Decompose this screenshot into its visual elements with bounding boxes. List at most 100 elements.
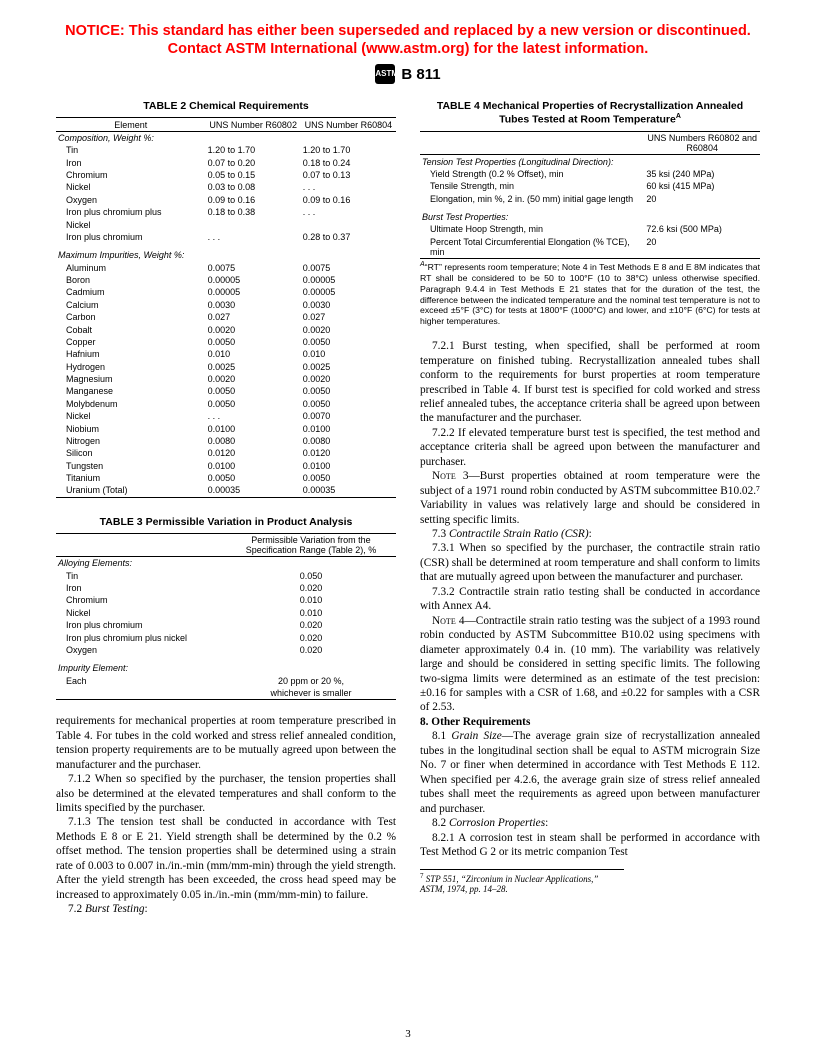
table-cell: 0.03 to 0.08 bbox=[206, 181, 301, 193]
table-cell: 0.0075 bbox=[301, 262, 396, 274]
table-row: whichever is smaller bbox=[56, 687, 396, 700]
table-cell: 20 bbox=[644, 236, 760, 259]
table4-header-blank bbox=[420, 132, 644, 155]
para-731: 7.3.1 When so specified by the purchaser… bbox=[420, 541, 760, 584]
table-cell: Hydrogen bbox=[56, 361, 206, 373]
table-cell bbox=[301, 131, 396, 144]
table-cell bbox=[56, 687, 226, 700]
table-row: Cadmium0.000050.00005 bbox=[56, 286, 396, 298]
table-row: Nickel bbox=[56, 218, 396, 230]
table-cell: 0.0020 bbox=[206, 373, 301, 385]
table-cell: 0.0020 bbox=[301, 373, 396, 385]
table-cell: Iron plus chromium bbox=[56, 619, 226, 631]
table-cell: 0.00035 bbox=[301, 484, 396, 497]
table-cell: Iron bbox=[56, 582, 226, 594]
table-cell: 0.09 to 0.16 bbox=[301, 194, 396, 206]
table-row: Iron0.07 to 0.200.18 to 0.24 bbox=[56, 157, 396, 169]
table-cell: 35 ksi (240 MPa) bbox=[644, 168, 760, 180]
table-cell bbox=[226, 557, 396, 570]
table-cell: 1.20 to 1.70 bbox=[206, 144, 301, 156]
table-cell: 0.00005 bbox=[206, 286, 301, 298]
table-cell: 0.0100 bbox=[301, 460, 396, 472]
page-number: 3 bbox=[0, 1028, 816, 1040]
table-cell: 0.010 bbox=[226, 594, 396, 606]
table-cell: Calcium bbox=[56, 299, 206, 311]
table-row: Oxygen0.09 to 0.160.09 to 0.16 bbox=[56, 194, 396, 206]
table2-header-element: Element bbox=[56, 118, 206, 131]
notice-line1: NOTICE: This standard has either been su… bbox=[65, 23, 751, 39]
para-81-num: 8.1 bbox=[432, 730, 451, 742]
table4-title-sup: A bbox=[676, 113, 681, 120]
table-cell: Tungsten bbox=[56, 460, 206, 472]
para-81: 8.1 Grain Size—The average grain size of… bbox=[420, 729, 760, 816]
table-cell: Boron bbox=[56, 274, 206, 286]
table-cell: Oxygen bbox=[56, 194, 206, 206]
table-cell: 0.0025 bbox=[301, 361, 396, 373]
table-cell: 0.00035 bbox=[206, 484, 301, 497]
table-cell: 72.6 ksi (500 MPa) bbox=[644, 223, 760, 235]
table-cell: Cobalt bbox=[56, 323, 206, 335]
table-cell: 0.0100 bbox=[206, 422, 301, 434]
table-cell bbox=[206, 131, 301, 144]
table-cell: 0.09 to 0.16 bbox=[206, 194, 301, 206]
table-row: Boron0.000050.00005 bbox=[56, 274, 396, 286]
table-row: Oxygen0.020 bbox=[56, 644, 396, 656]
table-cell: 0.07 to 0.20 bbox=[206, 157, 301, 169]
table-cell: 0.0030 bbox=[301, 299, 396, 311]
note-3: Note 3—Burst properties obtained at room… bbox=[420, 469, 760, 527]
table-cell bbox=[301, 249, 396, 261]
table-cell: 0.020 bbox=[226, 644, 396, 656]
table-cell: 0.0050 bbox=[206, 385, 301, 397]
table-row: Aluminum0.00750.0075 bbox=[56, 262, 396, 274]
table-cell: 0.0020 bbox=[301, 323, 396, 335]
table-row: Alloying Elements: bbox=[56, 557, 396, 570]
table-cell: 0.00005 bbox=[206, 274, 301, 286]
table-cell: 0.0070 bbox=[301, 410, 396, 422]
table-row: Nickel0.03 to 0.08. . . bbox=[56, 181, 396, 193]
table-row: Copper0.00500.0050 bbox=[56, 336, 396, 348]
table-row: Iron plus chromium. . .0.28 to 0.37 bbox=[56, 231, 396, 243]
table-cell: 0.0080 bbox=[301, 435, 396, 447]
table-row: Molybdenum0.00500.0050 bbox=[56, 398, 396, 410]
table-cell: 0.05 to 0.15 bbox=[206, 169, 301, 181]
table4-footnote: A“RT” represents room temperature; Note … bbox=[420, 261, 760, 327]
table-cell: Nickel bbox=[56, 410, 206, 422]
table-cell: Composition, Weight %: bbox=[56, 131, 206, 144]
para-72-colon: : bbox=[145, 903, 148, 915]
table-cell bbox=[206, 218, 301, 230]
para-73: 7.3 Contractile Strain Ratio (CSR): bbox=[420, 527, 760, 541]
table4: UNS Numbers R60802 and R60804 Tension Te… bbox=[420, 131, 760, 259]
table-cell: 0.0050 bbox=[206, 336, 301, 348]
table-row: Burst Test Properties: bbox=[420, 211, 760, 223]
table-row: Iron0.020 bbox=[56, 582, 396, 594]
table2-header-col3: UNS Number R60804 bbox=[301, 118, 396, 131]
table-row: Silicon0.01200.0120 bbox=[56, 447, 396, 459]
table-row: Carbon0.0270.027 bbox=[56, 311, 396, 323]
table-cell: 0.0025 bbox=[206, 361, 301, 373]
table-cell: 0.0075 bbox=[206, 262, 301, 274]
table-cell: Nickel bbox=[56, 181, 206, 193]
notice-banner: NOTICE: This standard has either been su… bbox=[56, 22, 760, 58]
table-cell bbox=[644, 211, 760, 223]
table-cell: . . . bbox=[301, 206, 396, 218]
table-cell: Nickel bbox=[56, 607, 226, 619]
table-cell: 0.18 to 0.24 bbox=[301, 157, 396, 169]
table-cell: Tin bbox=[56, 570, 226, 582]
table-cell: Oxygen bbox=[56, 644, 226, 656]
table-cell: 0.0050 bbox=[301, 336, 396, 348]
table-cell: Manganese bbox=[56, 385, 206, 397]
table-cell: Alloying Elements: bbox=[56, 557, 226, 570]
table-row: Tungsten0.01000.0100 bbox=[56, 460, 396, 472]
footnote-7: 7 STP 551, “Zirconium in Nuclear Applica… bbox=[420, 869, 624, 894]
table-row: Maximum Impurities, Weight %: bbox=[56, 249, 396, 261]
right-column: TABLE 4 Mechanical Properties of Recryst… bbox=[420, 96, 760, 916]
table-cell: Impurity Element: bbox=[56, 662, 226, 674]
table-row: Cobalt0.00200.0020 bbox=[56, 323, 396, 335]
table-cell: 0.0050 bbox=[206, 398, 301, 410]
note-3-label: Note 3— bbox=[432, 470, 480, 482]
table-row: Composition, Weight %: bbox=[56, 131, 396, 144]
table-cell: Magnesium bbox=[56, 373, 206, 385]
para-72-title: Burst Testing bbox=[85, 903, 145, 915]
table-row: Impurity Element: bbox=[56, 662, 396, 674]
table-cell: 0.027 bbox=[206, 311, 301, 323]
